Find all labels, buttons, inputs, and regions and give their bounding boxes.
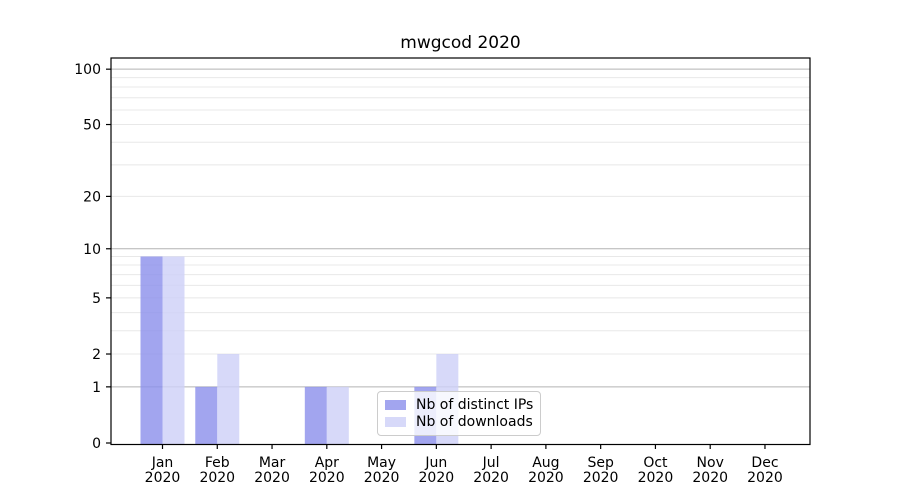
bar-distinct-ips-feb [195, 386, 218, 445]
legend-label-downloads: Nb of downloads [416, 414, 533, 430]
x-tick-label: Aug 2020 [528, 455, 564, 486]
bar-downloads-jan [162, 256, 185, 445]
legend-swatch-downloads [385, 417, 406, 427]
x-tick-label: Mar 2020 [254, 455, 290, 486]
x-tick-label: Jun 2020 [419, 455, 455, 486]
x-tick-label: Apr 2020 [309, 455, 345, 486]
x-tick-label: May 2020 [364, 455, 400, 486]
y-tick-label: 5 [92, 291, 101, 307]
legend-label-distinct-ips: Nb of distinct IPs [416, 397, 534, 413]
x-tick-label: Dec 2020 [747, 455, 783, 486]
bar-downloads-apr [326, 386, 349, 445]
y-tick-label: 0 [92, 436, 101, 452]
plot-frame [110, 57, 811, 446]
legend-item-distinct-ips: Nb of distinct IPs [385, 397, 534, 413]
y-tick-label: 20 [83, 189, 101, 205]
legend: Nb of distinct IPs Nb of downloads [377, 391, 541, 436]
x-tick-label: Jul 2020 [473, 455, 509, 486]
y-tick-label: 50 [83, 118, 101, 134]
x-tick-label: Nov 2020 [692, 455, 728, 486]
x-tick-label: Jan 2020 [145, 455, 181, 486]
bar-distinct-ips-jan [140, 256, 163, 445]
y-tick-label: 2 [92, 347, 101, 363]
legend-swatch-distinct-ips [385, 400, 406, 410]
legend-item-downloads: Nb of downloads [385, 414, 533, 430]
chart-title: mwgcod 2020 [400, 33, 521, 53]
bar-distinct-ips-apr [304, 386, 327, 445]
y-tick-label: 1 [92, 380, 101, 396]
bar-downloads-feb [217, 354, 240, 445]
x-tick-label: Sep 2020 [583, 455, 619, 486]
x-tick-label: Oct 2020 [638, 455, 674, 486]
y-tick-label: 100 [74, 62, 101, 78]
x-tick-label: Feb 2020 [199, 455, 235, 486]
y-tick-label: 10 [83, 242, 101, 258]
